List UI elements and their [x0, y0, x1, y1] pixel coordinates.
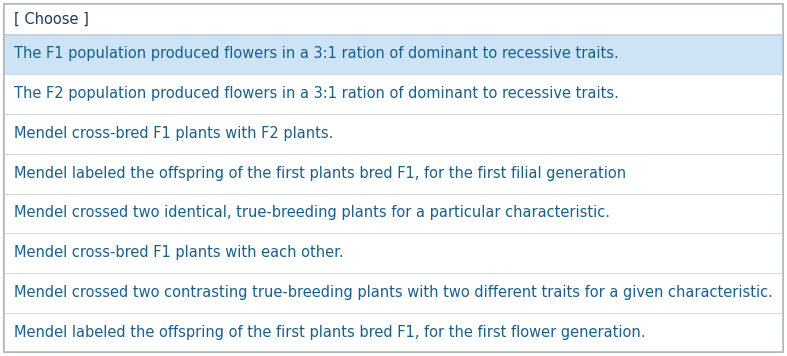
FancyBboxPatch shape — [4, 34, 783, 74]
FancyBboxPatch shape — [4, 114, 783, 153]
Text: The F2 population produced flowers in a 3:1 ration of dominant to recessive trai: The F2 population produced flowers in a … — [14, 86, 619, 101]
Text: Mendel cross-bred F1 plants with each other.: Mendel cross-bred F1 plants with each ot… — [14, 245, 344, 260]
Text: The F1 population produced flowers in a 3:1 ration of dominant to recessive trai: The F1 population produced flowers in a … — [14, 46, 619, 61]
FancyBboxPatch shape — [4, 193, 783, 233]
FancyBboxPatch shape — [4, 233, 783, 272]
FancyBboxPatch shape — [4, 312, 783, 352]
FancyBboxPatch shape — [4, 272, 783, 312]
Text: Mendel crossed two identical, true-breeding plants for a particular characterist: Mendel crossed two identical, true-breed… — [14, 205, 610, 220]
FancyBboxPatch shape — [4, 153, 783, 193]
Text: Mendel cross-bred F1 plants with F2 plants.: Mendel cross-bred F1 plants with F2 plan… — [14, 126, 334, 141]
FancyBboxPatch shape — [4, 4, 783, 34]
Text: [ Choose ]: [ Choose ] — [14, 11, 89, 26]
Text: Mendel crossed two contrasting true-breeding plants with two different traits fo: Mendel crossed two contrasting true-bree… — [14, 285, 773, 300]
Text: Mendel labeled the offspring of the first plants bred F1, for the first filial g: Mendel labeled the offspring of the firs… — [14, 166, 626, 180]
FancyBboxPatch shape — [4, 74, 783, 114]
Text: Mendel labeled the offspring of the first plants bred F1, for the first flower g: Mendel labeled the offspring of the firs… — [14, 325, 645, 340]
FancyBboxPatch shape — [4, 4, 783, 352]
